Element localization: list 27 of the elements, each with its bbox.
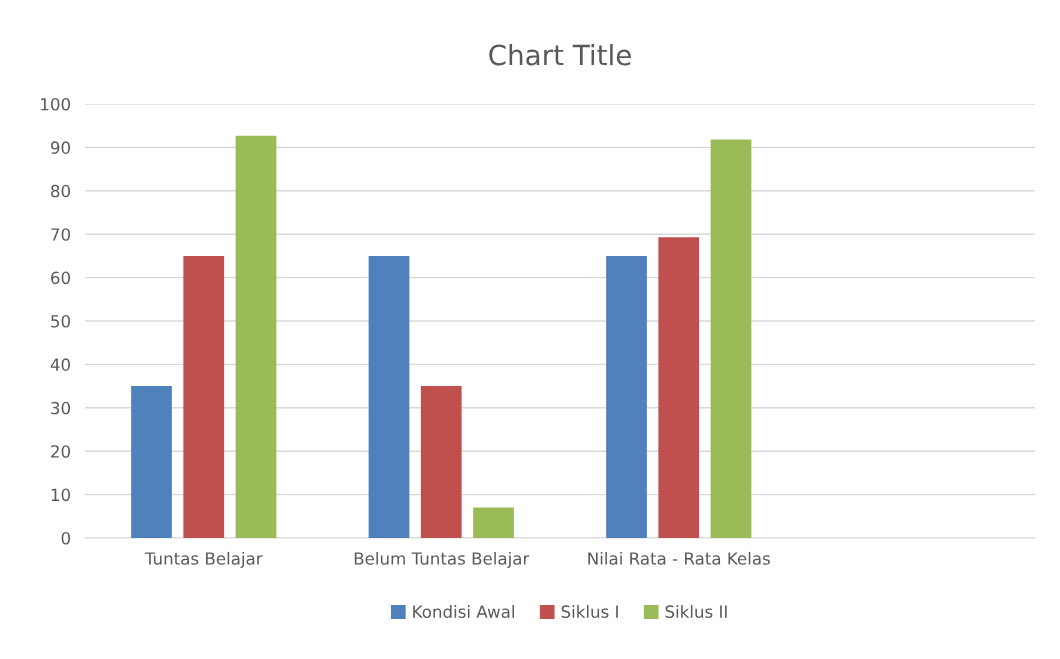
y-tick-label: 0 [61, 531, 70, 545]
bar [473, 507, 514, 538]
bar [183, 255, 225, 538]
x-tick-label: Belum Tuntas Belajar [354, 551, 530, 569]
bar [368, 255, 410, 538]
y-tick-label: 50 [51, 314, 70, 328]
y-tick-label: 60 [51, 271, 70, 285]
y-tick-label: 10 [51, 488, 70, 502]
y-tick-label: 80 [51, 184, 70, 198]
y-tick-label: 100 [41, 97, 70, 111]
y-tick-label: 20 [51, 445, 70, 458]
bar [710, 139, 752, 538]
legend-label: Siklus II [665, 605, 727, 618]
legend-label: Kondisi Awal [413, 605, 514, 618]
x-tick-label: Nilai Rata - Rata Kelas [588, 551, 770, 565]
y-tick-label: 70 [51, 228, 70, 241]
bar [420, 386, 462, 538]
bar [606, 255, 647, 538]
bar [658, 237, 700, 538]
y-tick-label: 90 [50, 141, 70, 154]
bar [235, 135, 277, 538]
chart-title: Chart Title [489, 44, 631, 66]
bar [131, 386, 172, 538]
x-tick-label: Tuntas Belajar [144, 551, 263, 569]
y-tick-label: 40 [50, 358, 70, 371]
legend-label: Siklus I [561, 605, 618, 618]
y-tick-label: 30 [51, 401, 70, 415]
